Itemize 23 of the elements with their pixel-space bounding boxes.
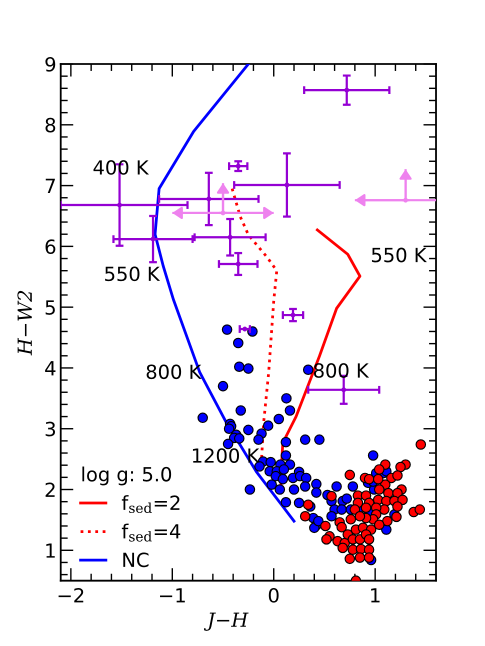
y-tick-label: 2 (46, 482, 55, 497)
y-tick-label: 1 (46, 544, 55, 558)
y-tick-label: 4 (45, 361, 56, 376)
x-axis-title: J−H (204, 612, 249, 631)
x-tick-label: −2 (58, 588, 84, 602)
x-tick-label: 1 (371, 588, 380, 602)
legend-label: NC (123, 552, 148, 568)
annotation: 550 K (372, 248, 427, 262)
y-tick-label: 5 (46, 300, 55, 315)
x-tick-label: −1 (160, 588, 185, 602)
annotation: 550 K (105, 266, 160, 282)
y-tick-label: 3 (46, 422, 55, 436)
y-tick-label: 6 (46, 239, 56, 254)
y-tick-label: 9 (45, 56, 56, 72)
legend-label: f$_{sed}$=2 (122, 495, 180, 514)
y-tick-label: 8 (46, 118, 56, 132)
x-tick-label: 0 (268, 588, 279, 603)
y-axis-title: H−W2 (17, 290, 32, 356)
legend-label: f$_{sed}$=4 (122, 524, 180, 542)
annotation: 800 K (314, 363, 370, 378)
y-tick-label: 7 (46, 178, 55, 193)
legend-title: log g: 5.0 (82, 466, 172, 486)
annotation: 1200 K (192, 448, 260, 463)
